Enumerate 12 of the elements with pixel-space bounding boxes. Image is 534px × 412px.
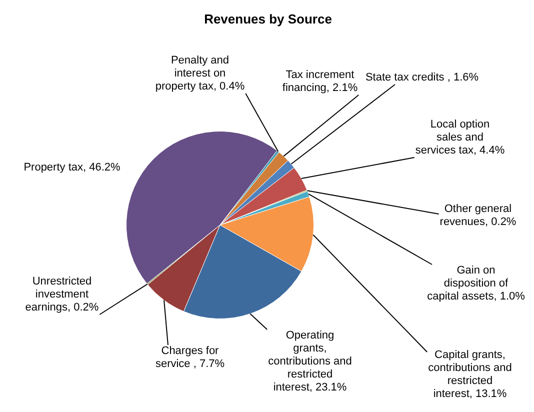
slice-label: Other general revenues, 0.2% xyxy=(440,203,516,229)
slice-label: Operating grants, contributions and restricted interest, 23.1% xyxy=(268,330,352,394)
slice-label: Gain on disposition of capital assets, 1.0% xyxy=(427,264,525,304)
slice-label: Tax increment financing, 2.1% xyxy=(282,69,358,95)
slice-label: Property tax, 46.2% xyxy=(24,162,120,174)
slice-label: Charges for service , 7.7% xyxy=(155,345,225,371)
slice-label: Penalty and interest on property tax, 0.4% xyxy=(155,54,245,94)
slice-label: Capital grants, contributions and restricted interest, 13.1% xyxy=(428,349,512,401)
slice-label: State tax credits , 1.6% xyxy=(365,72,479,84)
slice-label: Local option sales and services tax, 4.4% xyxy=(415,118,505,158)
slice-label: Unrestricted investment earnings, 0.2% xyxy=(25,276,99,314)
chart-title: Revenues by Source xyxy=(204,12,332,27)
